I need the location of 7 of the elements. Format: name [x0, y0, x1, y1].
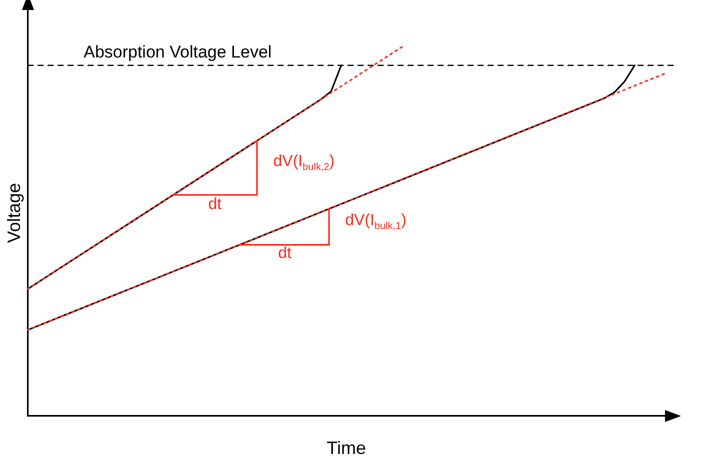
y-axis-title: Voltage [4, 182, 24, 244]
annotation: dV(I$_{bulk,1}$) [345, 212, 406, 232]
x-axis-title: Time [326, 438, 366, 458]
annotation: dt [278, 245, 292, 262]
annotation: dt [208, 196, 222, 214]
annotation: dV(I$_{bulk,2}$) [273, 153, 335, 174]
ref-line-label: Absorption Voltage Level [84, 42, 272, 62]
